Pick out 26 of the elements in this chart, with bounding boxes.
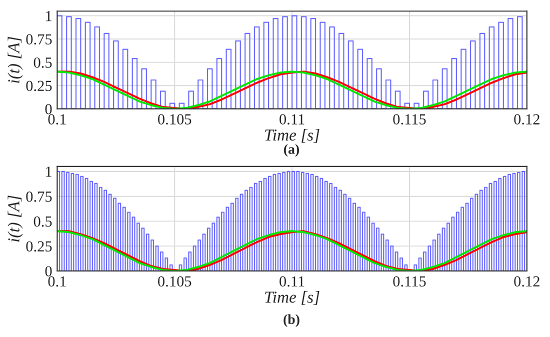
- y-tick-label: 0: [45, 266, 52, 276]
- y-tick-label: 1: [46, 166, 52, 177]
- y-tick-label: 0.25: [26, 241, 52, 252]
- x-tick-label: 0.1: [48, 276, 66, 287]
- y-axis-title: i(t) [A]: [8, 196, 23, 242]
- text: (a): [284, 144, 299, 157]
- y-tick-label: 0.5: [34, 57, 52, 68]
- x-tick-label: 0.11: [280, 114, 304, 125]
- x-tick-label: 0.11: [280, 276, 304, 287]
- x-tick-label: 0.12: [514, 276, 540, 287]
- x-tick-label: 0.115: [393, 276, 426, 287]
- text: (b): [284, 314, 300, 327]
- x-tick-label: 0.12: [514, 114, 540, 125]
- y-tick-label: 0.75: [26, 34, 52, 45]
- y-tick-label: 1: [46, 10, 52, 22]
- x-tick-label: 0.105: [158, 114, 192, 125]
- x-tick-label: 0.115: [393, 114, 426, 125]
- y-tick-label: 0.25: [26, 80, 52, 92]
- y-axis-title: i(t) [A]: [8, 36, 23, 83]
- x-axis-title: Time [s]: [265, 128, 320, 143]
- x-tick-label: 0.105: [158, 276, 192, 287]
- y-tick-label: 0: [45, 104, 52, 114]
- y-tick-label: 0.5: [34, 216, 52, 227]
- x-axis-title: Time [s]: [265, 291, 320, 305]
- x-tick-label: 0.1: [48, 114, 66, 125]
- y-tick-label: 0.75: [26, 191, 52, 202]
